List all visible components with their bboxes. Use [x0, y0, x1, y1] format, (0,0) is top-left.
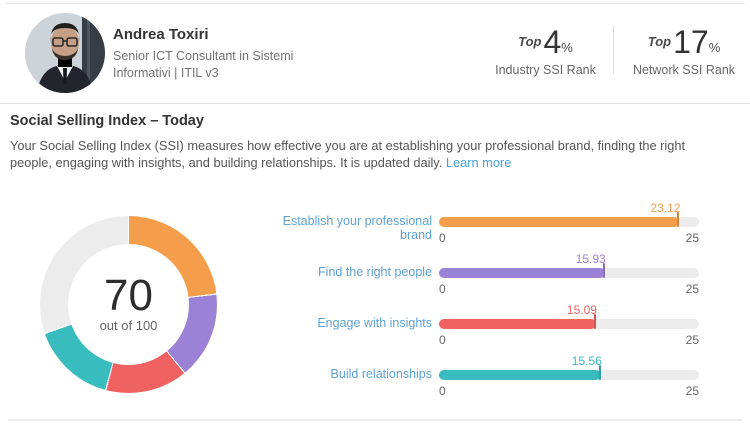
- description-text: Your Social Selling Index (SSI) measures…: [10, 138, 686, 170]
- bar-value: 15.93: [575, 252, 606, 266]
- bar-tick: [602, 263, 605, 278]
- bar-fill: 15.09: [439, 303, 597, 329]
- rank-divider: [613, 26, 614, 74]
- ssi-score-sub: out of 100: [99, 318, 158, 333]
- bar-row-find-people: Find the right people 15.93 0 25: [282, 252, 700, 296]
- rank-value: 4: [543, 24, 562, 60]
- learn-more-link[interactable]: Learn more: [445, 155, 512, 170]
- ssi-donut-chart: 70 out of 100: [40, 216, 217, 393]
- axis-max: 25: [685, 384, 699, 398]
- section-description: Your Social Selling Index (SSI) measures…: [10, 137, 724, 171]
- bar-fill: 23.12: [439, 201, 680, 227]
- axis-max: 25: [685, 231, 699, 245]
- profile-name: Andrea Toxiri: [113, 26, 209, 43]
- profile-headline: Senior ICT Consultant in Sistemi Informa…: [113, 48, 293, 82]
- bar-axis: 0 25: [439, 384, 699, 398]
- axis-max: 25: [685, 333, 699, 347]
- bar-value: 15.56: [571, 354, 602, 368]
- bar-tick: [677, 212, 680, 227]
- bar-track: 15.09: [439, 303, 699, 329]
- bottom-divider: [8, 419, 742, 421]
- bar-label: Establish your professional brand: [282, 214, 432, 242]
- headline-line-1: Senior ICT Consultant in Sistemi: [113, 49, 294, 63]
- bar-fill: 15.56: [439, 354, 602, 380]
- rank-label: Network SSI Rank: [632, 63, 736, 77]
- bar-row-establish-brand: Establish your professional brand 23.12 …: [282, 201, 700, 245]
- bar-axis: 0 25: [439, 231, 699, 245]
- bar-row-build-relationships: Build relationships 15.56 0 25: [282, 354, 700, 398]
- ssi-component-bars: Establish your professional brand 23.12 …: [282, 201, 700, 405]
- bar-label: Find the right people: [318, 265, 432, 279]
- section-title: Social Selling Index – Today: [10, 113, 204, 129]
- donut-center: 70 out of 100: [68, 244, 189, 365]
- section-divider: [0, 103, 750, 104]
- axis-min: 0: [439, 231, 446, 245]
- top-divider: [5, 3, 745, 4]
- bar-track: 23.12: [439, 201, 699, 227]
- bar-value: 23.12: [650, 201, 681, 215]
- rank-value: 17: [673, 24, 709, 60]
- bar-axis: 0 25: [439, 282, 699, 296]
- rank-label: Industry SSI Rank: [495, 63, 596, 77]
- avatar: [25, 13, 105, 93]
- rank-prefix: Top: [518, 34, 542, 49]
- axis-max: 25: [685, 282, 699, 296]
- bar-track: 15.56: [439, 354, 699, 380]
- rank-prefix: Top: [647, 34, 672, 49]
- bar-track: 15.93: [439, 252, 699, 278]
- bar-label: Build relationships: [330, 367, 432, 381]
- axis-min: 0: [439, 282, 446, 296]
- bar-value: 15.09: [566, 303, 597, 317]
- axis-min: 0: [439, 333, 446, 347]
- bar-row-engage-insights: Engage with insights 15.09 0 25: [282, 303, 700, 347]
- bar-tick: [593, 314, 596, 329]
- industry-ssi-rank: Top 4 % Industry SSI Rank: [488, 24, 603, 77]
- bar-fill: 15.93: [439, 252, 606, 278]
- rank-unit: %: [561, 40, 573, 55]
- profile-photo-illustration: [25, 13, 105, 93]
- bar-axis: 0 25: [439, 333, 699, 347]
- rank-unit: %: [708, 40, 721, 55]
- ssi-score: 70: [104, 271, 153, 320]
- bar-label: Engage with insights: [317, 316, 432, 330]
- network-ssi-rank: Top 17 % Network SSI Rank: [625, 24, 743, 77]
- headline-line-2: Informativi | ITIL v3: [113, 66, 219, 80]
- axis-min: 0: [439, 384, 446, 398]
- bar-tick: [598, 365, 601, 380]
